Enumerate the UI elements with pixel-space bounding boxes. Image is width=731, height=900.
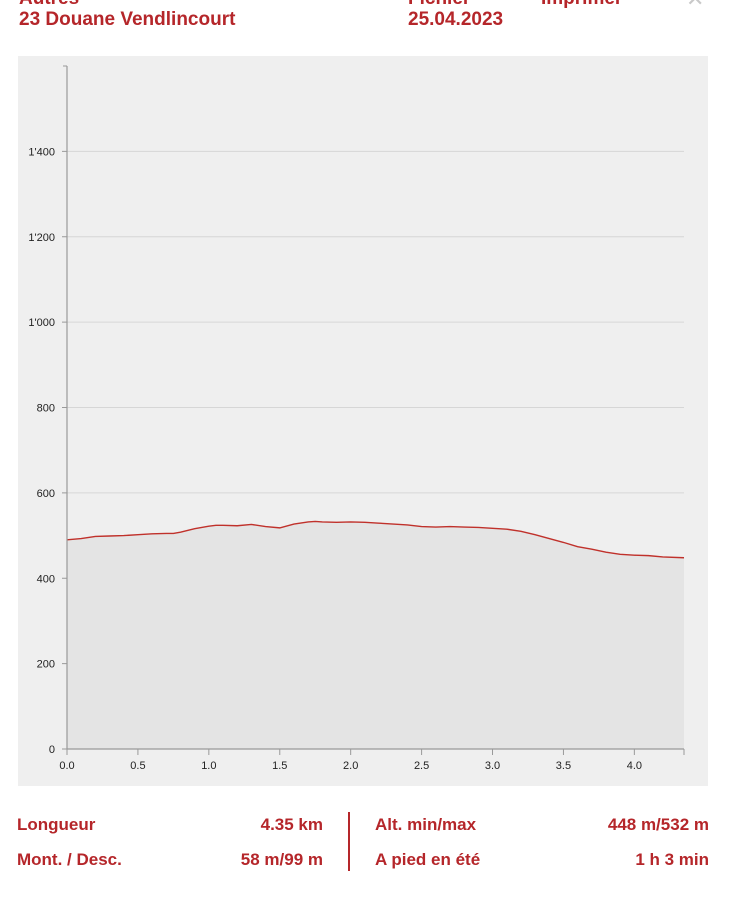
axes xyxy=(62,65,685,755)
x-tick-label: 0.5 xyxy=(130,760,145,772)
altitude-value: 448 m/532 m xyxy=(607,815,709,834)
x-tick-label: 1.0 xyxy=(201,760,216,772)
route-category: Autres xyxy=(19,0,79,10)
x-tick-label: 3.5 xyxy=(556,760,571,772)
walking-time-value: 1 h 3 min xyxy=(635,850,709,869)
x-tick-label: 2.5 xyxy=(414,760,429,772)
print-button[interactable]: Imprimer xyxy=(541,0,622,10)
file-button[interactable]: Fichier xyxy=(408,0,470,10)
x-tick-label: 2.0 xyxy=(343,760,358,772)
x-tick-label: 1.5 xyxy=(272,760,287,772)
y-tick-label: 1'200 xyxy=(28,232,55,244)
x-tick-label: 3.0 xyxy=(485,760,500,772)
altitude-label: Alt. min/max xyxy=(375,815,477,834)
y-tick-label: 600 xyxy=(37,488,55,500)
y-tick-label: 1'400 xyxy=(28,146,55,158)
y-tick-label: 200 xyxy=(37,659,55,671)
y-tick-label: 0 xyxy=(49,744,55,756)
route-date: 25.04.2023 xyxy=(408,9,504,30)
y-tick-label: 400 xyxy=(37,573,55,585)
stats-divider xyxy=(348,812,350,871)
route-name: 23 Douane Vendlincourt xyxy=(19,9,236,30)
elevation-chart-svg: 0 200 400 600 800 1'000 1'200 1'400 0.0 0.5 1.0 1.5… xyxy=(28,65,685,772)
tick-labels: 0 200 400 600 800 1'000 1'200 1'400 0.0 0.5 1.0 1.5… xyxy=(28,146,642,772)
elevation-area xyxy=(67,521,684,749)
elevation-line xyxy=(66,520,685,559)
length-value: 4.35 km xyxy=(260,815,323,834)
y-tick-label: 1'000 xyxy=(28,317,55,329)
walking-time-label: A pied en été xyxy=(375,850,481,869)
ascent-descent-value: 58 m/99 m xyxy=(240,850,323,869)
close-icon[interactable]: ✕ xyxy=(686,0,704,12)
ascent-descent-label: Mont. / Desc. xyxy=(17,850,122,869)
elevation-chart: 0 200 400 600 800 1'000 1'200 1'400 0.0 0.5 1.0 1.5… xyxy=(18,56,708,786)
x-tick-label: 0.0 xyxy=(59,760,74,772)
x-tick-label: 4.0 xyxy=(627,760,642,772)
length-label: Longueur xyxy=(17,815,96,834)
y-tick-label: 800 xyxy=(37,403,55,415)
